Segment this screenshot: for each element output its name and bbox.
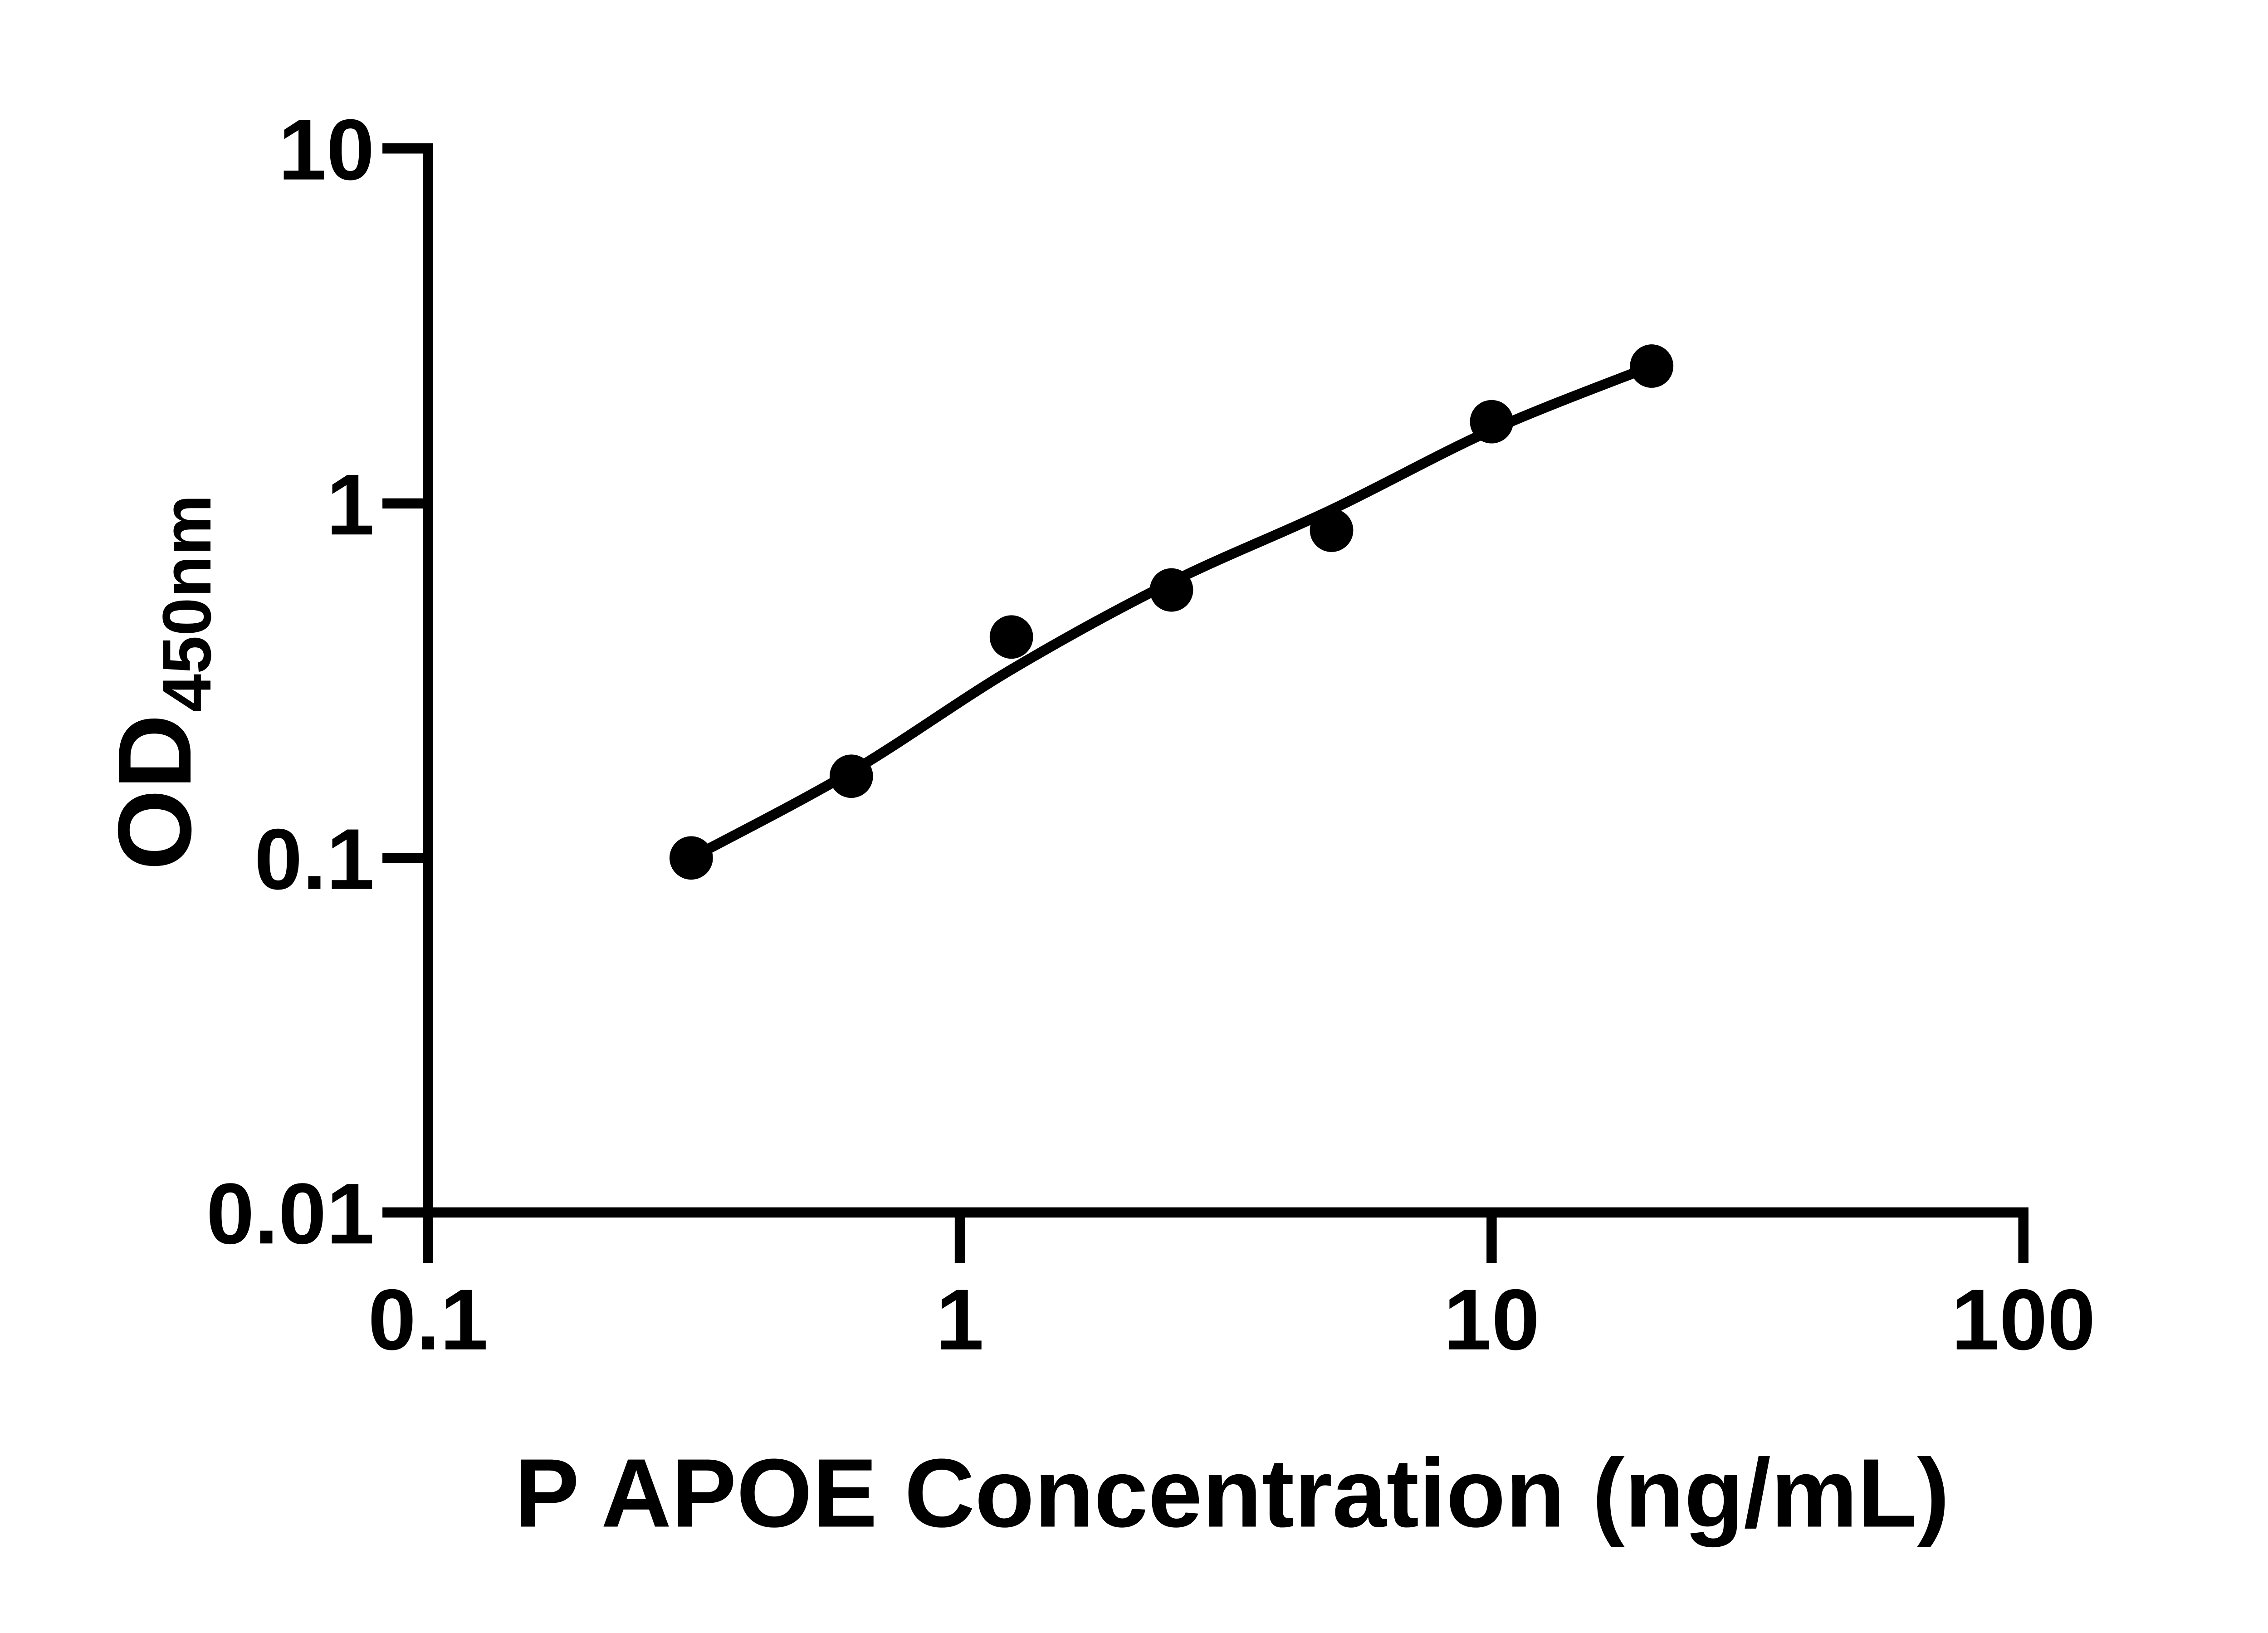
- y-tick-label: 0.1: [254, 812, 375, 908]
- y-tick-labels: 10 1 0.1 0.01: [206, 102, 375, 1262]
- x-tick-label: 1: [936, 1272, 984, 1368]
- x-axis-title: P APOE Concentration (ng/mL): [514, 1438, 1950, 1548]
- axes: [382, 143, 2028, 1263]
- data-point: [989, 615, 1033, 659]
- data-point: [829, 754, 873, 798]
- data-point: [1470, 400, 1514, 444]
- y-axis-title-subscript: 450nm: [149, 494, 225, 712]
- y-tick-label: 10: [279, 102, 375, 198]
- x-tick-label: 10: [1443, 1272, 1540, 1368]
- y-axis-title-main: OD: [96, 714, 213, 870]
- data-point: [1310, 508, 1354, 552]
- data-points-layer: [669, 344, 1674, 880]
- data-point: [1630, 344, 1674, 388]
- data-point: [1149, 568, 1193, 612]
- y-tick-label: 0.01: [206, 1166, 375, 1262]
- y-tick-label: 1: [327, 457, 375, 553]
- elisa-standard-curve-figure: 10 1 0.1 0.01 0.1 1 10 100 P APOE Concen…: [96, 102, 2096, 1548]
- data-point: [669, 836, 713, 880]
- standard-curve-plot: 10 1 0.1 0.01 0.1 1 10 100 P APOE Concen…: [96, 102, 2096, 1548]
- x-tick-label: 0.1: [368, 1272, 488, 1368]
- x-tick-label: 100: [1951, 1272, 2096, 1368]
- x-tick-labels: 0.1 1 10 100: [368, 1272, 2095, 1368]
- y-axis-title: OD 450nm: [96, 494, 225, 870]
